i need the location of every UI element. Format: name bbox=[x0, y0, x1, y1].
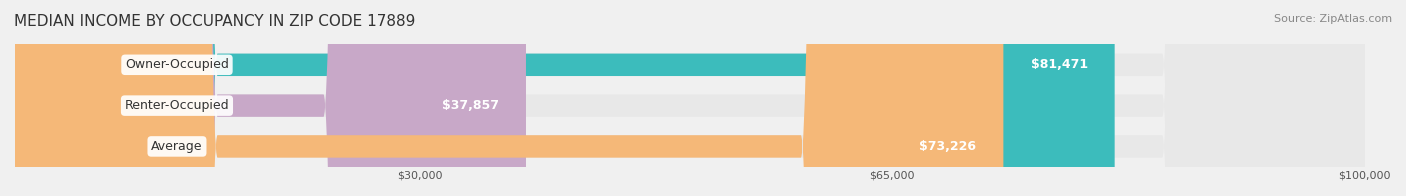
Text: Owner-Occupied: Owner-Occupied bbox=[125, 58, 229, 71]
FancyBboxPatch shape bbox=[15, 0, 1365, 196]
FancyBboxPatch shape bbox=[15, 0, 1365, 196]
Text: $37,857: $37,857 bbox=[441, 99, 499, 112]
FancyBboxPatch shape bbox=[15, 0, 1365, 196]
Text: Renter-Occupied: Renter-Occupied bbox=[125, 99, 229, 112]
Text: Average: Average bbox=[152, 140, 202, 153]
Text: Source: ZipAtlas.com: Source: ZipAtlas.com bbox=[1274, 14, 1392, 24]
FancyBboxPatch shape bbox=[15, 0, 1004, 196]
FancyBboxPatch shape bbox=[15, 0, 526, 196]
Text: MEDIAN INCOME BY OCCUPANCY IN ZIP CODE 17889: MEDIAN INCOME BY OCCUPANCY IN ZIP CODE 1… bbox=[14, 14, 415, 29]
Text: $81,471: $81,471 bbox=[1031, 58, 1088, 71]
FancyBboxPatch shape bbox=[15, 0, 1115, 196]
Text: $73,226: $73,226 bbox=[920, 140, 976, 153]
